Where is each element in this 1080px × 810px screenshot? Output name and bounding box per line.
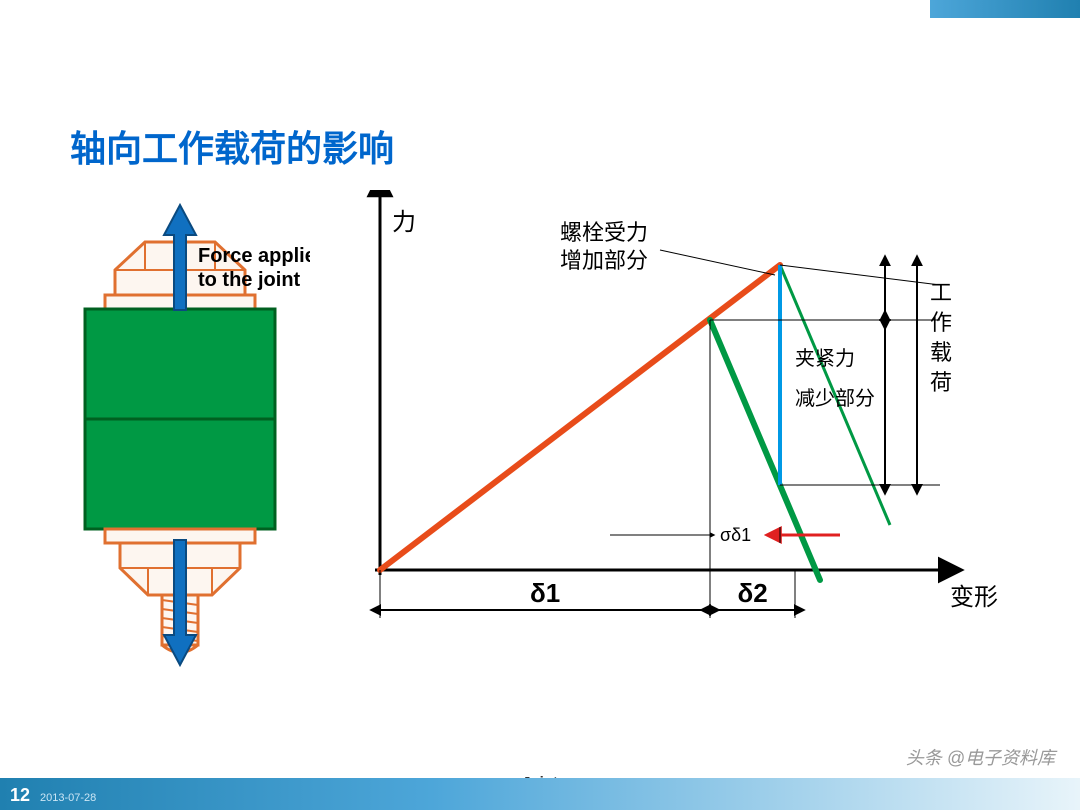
svg-text:减少部分: 减少部分 — [795, 387, 875, 410]
svg-text:夹紧力: 夹紧力 — [795, 347, 855, 370]
footer-bar: 12 2013-07-28 — [0, 778, 1080, 810]
svg-text:σδ1: σδ1 — [720, 525, 751, 545]
svg-text:作: 作 — [930, 310, 952, 335]
svg-text:荷: 荷 — [930, 370, 952, 395]
svg-text:δ2: δ2 — [738, 578, 768, 608]
svg-text:螺栓受力: 螺栓受力 — [560, 220, 648, 245]
bolt-joint-illustration: Force appliedto the joint — [50, 200, 310, 680]
svg-text:力: 力 — [392, 209, 416, 236]
footer-date: 2013-07-28 — [40, 792, 96, 804]
svg-text:工: 工 — [930, 280, 952, 305]
svg-text:增加部分: 增加部分 — [560, 248, 648, 273]
svg-text:变形: 变形 — [950, 584, 998, 611]
top-accent-bar — [930, 0, 1080, 18]
svg-text:to the joint: to the joint — [198, 269, 301, 291]
svg-text:Force applied: Force applied — [198, 245, 310, 267]
watermark: 头条 @电子资料库 — [906, 744, 1055, 770]
force-deformation-chart: 力变形 δ1 δ2 σδ1 螺栓受力增加部分夹紧力减少部分 工作载荷 — [360, 190, 1040, 660]
svg-text:载: 载 — [930, 340, 952, 365]
slide-title: 轴向工作载荷的影响 — [70, 120, 394, 172]
svg-text:δ1: δ1 — [530, 578, 560, 608]
page-number: 12 — [10, 785, 30, 806]
